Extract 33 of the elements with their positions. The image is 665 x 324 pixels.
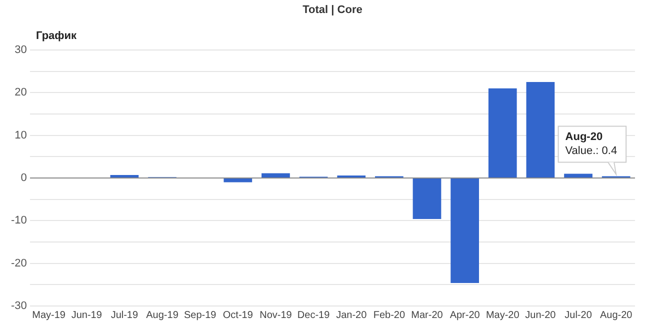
y-tick-label: 10 [14, 129, 27, 142]
x-tick-label: Jan-20 [336, 310, 368, 321]
annotation: Aug-20 Value.: 0.4 [565, 130, 618, 157]
x-tick-label: Oct-19 [222, 310, 254, 321]
y-tick-label: 20 [14, 86, 27, 99]
x-tick-label: Apr-20 [450, 310, 480, 321]
y-tick-label: -30 [10, 300, 27, 312]
x-tick-label: Nov-19 [260, 310, 292, 321]
x-tick-label: Jun-20 [525, 310, 556, 321]
bar [488, 88, 517, 178]
x-tick-label: Feb-20 [373, 310, 406, 321]
x-tick-label: Jun-19 [71, 310, 102, 321]
x-tick-label: Dec-19 [297, 310, 330, 321]
x-tick-label: Aug-20 [600, 310, 633, 321]
bar [450, 178, 479, 283]
y-tick-label: 30 [14, 44, 27, 56]
chart-subtitle: Total | Core [302, 4, 364, 16]
chart-title: График [36, 30, 77, 42]
bar [526, 82, 555, 178]
x-tick-label: Aug-19 [146, 310, 179, 321]
bar [564, 174, 592, 178]
y-tick-label: -10 [10, 214, 27, 227]
y-tick-label: 0 [20, 172, 27, 184]
bar [412, 178, 442, 219]
x-tick-label: May-19 [32, 310, 66, 321]
x-tick-label: May-20 [486, 310, 520, 321]
bar [224, 178, 252, 182]
x-tick-label: Jul-19 [110, 310, 138, 321]
x-tick-label: Jul-20 [564, 310, 592, 321]
x-tick-label: Sep-19 [184, 310, 217, 321]
x-tick-label: Mar-20 [411, 310, 444, 321]
bar [262, 173, 290, 178]
y-tick-label: -20 [10, 257, 27, 270]
